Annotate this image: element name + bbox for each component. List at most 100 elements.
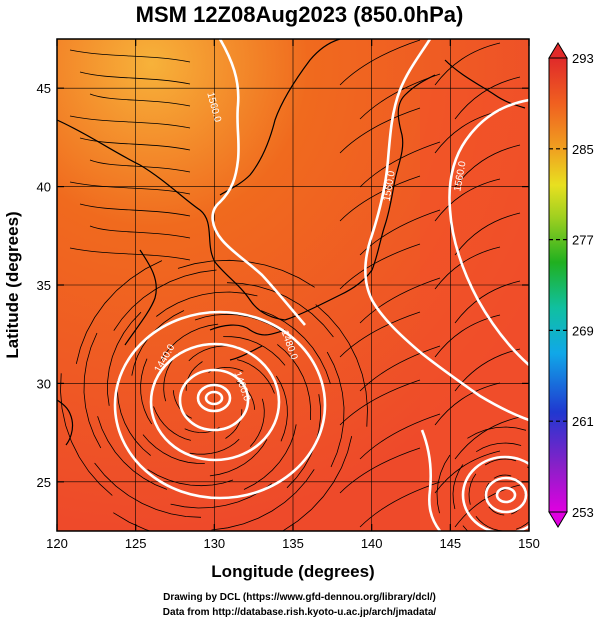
- streamline: [359, 141, 441, 188]
- colorbar-tick-label: 269: [572, 323, 594, 338]
- streamline: [315, 304, 368, 427]
- streamline: [223, 336, 286, 366]
- streamline: [89, 93, 191, 107]
- streamline: [281, 436, 353, 531]
- streamline: [452, 464, 464, 510]
- streamline: [160, 323, 219, 361]
- streamline: [97, 416, 168, 490]
- y-tick-label: 30: [37, 376, 51, 391]
- streamline: [434, 314, 501, 358]
- streamline: [454, 484, 521, 528]
- streamline: [359, 277, 441, 324]
- streamline: [359, 209, 441, 256]
- colorbar-tick-label: 277: [572, 233, 594, 248]
- streamline: [275, 375, 288, 442]
- contour-east-low-outer: [461, 455, 529, 531]
- contour-east-lower: [420, 429, 442, 531]
- streamline: [339, 175, 421, 222]
- x-tick-label: 135: [282, 536, 304, 551]
- streamline: [326, 351, 345, 468]
- streamline: [69, 247, 191, 261]
- streamline: [359, 345, 441, 392]
- x-tick-labels: 120 125 130 135 140 145 150: [46, 536, 540, 551]
- contour-1560-east: [363, 39, 529, 422]
- streamline: [434, 450, 501, 494]
- colorbar: 253 261 269 277 285 293: [548, 42, 594, 528]
- streamline: [339, 447, 421, 494]
- x-tick-label: 130: [203, 536, 225, 551]
- streamline: [454, 348, 521, 392]
- x-tick-label: 150: [518, 536, 540, 551]
- streamline: [79, 203, 191, 217]
- contour-east-low-mid: [484, 476, 528, 514]
- streamline: [359, 73, 441, 120]
- streamline: [75, 260, 163, 364]
- streamline: [493, 474, 512, 479]
- streamline: [236, 359, 275, 394]
- streamline: [89, 225, 191, 239]
- streamline: [243, 424, 297, 490]
- streamline: [163, 353, 179, 402]
- streamline: [488, 506, 505, 516]
- streamline: [83, 332, 102, 449]
- streamline: [339, 311, 421, 358]
- colorbar-tick-label: 261: [572, 414, 594, 429]
- streamline: [434, 382, 501, 426]
- contour-1400: [178, 368, 250, 432]
- streamline: [113, 512, 152, 531]
- streamline: [359, 413, 441, 460]
- x-tick-label: 145: [439, 536, 461, 551]
- x-tick-label: 140: [361, 536, 383, 551]
- credit-drawing: Drawing by DCL (https://www.gfd-dennou.o…: [163, 592, 436, 603]
- streamline: [468, 473, 477, 505]
- streamline: [339, 379, 421, 426]
- y-tick-label: 45: [37, 81, 51, 96]
- streamline: [69, 49, 191, 63]
- colorbar-min-arrow: [548, 511, 568, 528]
- colorbar-tick-labels: 253 261 269 277 285 293: [572, 51, 594, 520]
- colorbar-tick-label: 293: [572, 51, 594, 66]
- streamline: [434, 42, 501, 86]
- contour-label: 1560.0: [382, 170, 398, 202]
- contour-1440: [149, 342, 281, 462]
- streamline: [236, 381, 256, 410]
- contour-1320: [204, 390, 224, 406]
- contour-1480: [113, 310, 327, 500]
- contour-1560-west: [211, 39, 306, 326]
- streamline: [79, 137, 191, 151]
- streamline: [113, 269, 217, 331]
- streamline: [69, 181, 191, 195]
- streamline: [60, 373, 113, 496]
- geopotential-contours: [113, 39, 529, 531]
- streamline: [147, 469, 234, 487]
- chart-title: MSM 12Z08Aug2023 (850.0hPa): [135, 2, 464, 27]
- streamline: [249, 398, 265, 447]
- streamline: [339, 39, 421, 86]
- streamline: [454, 416, 521, 460]
- streamline: [189, 438, 240, 455]
- streamline: [79, 71, 191, 85]
- streamline: [209, 439, 268, 477]
- contour-1360: [196, 383, 232, 413]
- colorbar-max-arrow: [548, 42, 568, 59]
- streamline: [107, 311, 142, 406]
- streamline: [454, 280, 521, 324]
- credit-data-source: Data from http://database.rish.kyoto-u.a…: [162, 607, 437, 618]
- colorbar-ticks: [549, 148, 567, 422]
- y-tick-label: 40: [37, 180, 51, 195]
- streamline: [185, 361, 203, 391]
- streamline: [156, 291, 258, 317]
- streamline: [226, 282, 334, 338]
- streamline: [434, 178, 501, 222]
- streamline: [116, 379, 151, 456]
- streamlines: [60, 39, 529, 531]
- warm-pool-region: [420, 80, 529, 531]
- streamline: [339, 107, 421, 154]
- y-tick-label: 35: [37, 278, 51, 293]
- contour-east-low-inner: [495, 486, 517, 504]
- coastlines: [57, 39, 526, 446]
- streamline: [211, 469, 315, 531]
- streamline: [153, 406, 192, 441]
- streamline: [484, 458, 517, 466]
